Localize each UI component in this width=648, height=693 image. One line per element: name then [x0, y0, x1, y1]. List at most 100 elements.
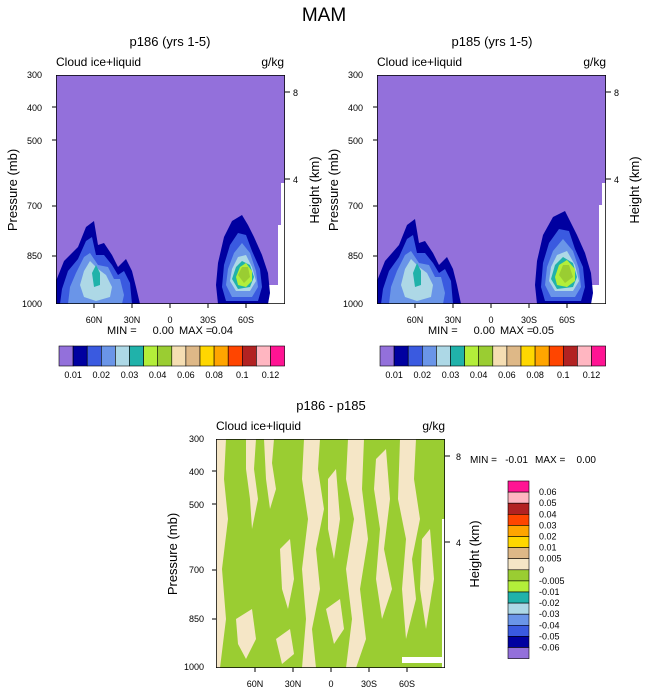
x-tick-label: 60N — [86, 315, 103, 325]
colorbar-label: 0.02 — [539, 532, 557, 542]
variable-label: Cloud ice+liquid — [56, 55, 141, 69]
colorbar-label: 0.05 — [539, 498, 557, 508]
colorbar-label: 0.005 — [539, 554, 562, 564]
colorbar-swatch — [507, 491, 530, 504]
contour-band — [238, 267, 250, 283]
colorbar-swatch — [507, 591, 530, 604]
panel-p186: p186 (yrs 1-5) Cloud ice+liquid g/kg — [5, 34, 322, 380]
colorbar-swatch — [86, 345, 102, 367]
y-tick-marks — [373, 106, 377, 257]
colorbar-swatch — [492, 345, 508, 367]
colorbar-swatch — [507, 613, 530, 626]
y-tick-label: 850 — [27, 251, 42, 261]
y-ticks: 300 400 500 700 850 1000 — [22, 70, 56, 309]
variable-label: Cloud ice+liquid — [216, 419, 301, 433]
colorbar-swatch — [507, 513, 530, 526]
min-label: MIN = — [107, 325, 137, 337]
units-label: g/kg — [583, 55, 606, 69]
contour-region — [246, 439, 258, 529]
colorbar-swatch — [185, 345, 201, 367]
contour-region — [374, 449, 392, 619]
colorbar-swatch — [227, 345, 243, 367]
nh-cloud-contours — [56, 221, 140, 304]
x-tick-label: 0 — [488, 315, 493, 325]
colorbar-swatch — [507, 602, 530, 615]
max-value: 0.00 — [577, 455, 597, 466]
colorbar-label: -0.03 — [539, 609, 560, 619]
sh-cloud-contours — [535, 211, 593, 304]
x-tick-label: 30S — [521, 315, 537, 325]
y-tick-label: 500 — [189, 500, 204, 510]
colorbar-swatch — [72, 345, 88, 367]
colorbar-swatch — [562, 345, 578, 367]
x-ticks: 60N 30N 0 30S 60S — [407, 304, 575, 325]
colorbar-swatch — [58, 345, 74, 367]
x-tick-marks — [254, 668, 408, 672]
x-tick-label: 0 — [328, 679, 333, 689]
x-tick-label: 60S — [238, 315, 254, 325]
x-tick-label: 60N — [407, 315, 424, 325]
colorbar-label: 0.01 — [539, 543, 557, 553]
colorbar-label: 0.06 — [498, 370, 516, 380]
y-ticks: 300 400 500 700 850 1000 — [343, 70, 377, 309]
colorbar-label: 0.06 — [539, 487, 557, 497]
colorbar-swatch — [101, 345, 116, 367]
y-tick-label: 300 — [189, 434, 204, 444]
colorbar-label: 0.04 — [470, 370, 488, 380]
colorbar-swatch — [507, 480, 530, 493]
plot-area — [216, 439, 445, 668]
contour-band — [92, 265, 100, 287]
max-label: MAX = — [500, 325, 533, 337]
max-label: MAX = — [535, 455, 565, 466]
contour-band — [559, 265, 573, 283]
contour-region — [236, 609, 256, 659]
colorbar-swatch — [143, 345, 159, 367]
colorbar-swatch — [242, 345, 257, 367]
y-tick-label: 400 — [189, 467, 204, 477]
colorbar-swatch — [478, 345, 494, 367]
colorbar-label: -0.005 — [539, 576, 565, 586]
y2-axis-label: Height (km) — [467, 520, 482, 587]
colorbar-label: 0.04 — [149, 370, 167, 380]
x-tick-label: 60S — [559, 315, 575, 325]
y-tick-label: 700 — [348, 201, 363, 211]
y-tick-marks — [52, 106, 56, 257]
missing-data-region — [402, 657, 445, 663]
y2-tick-label: 4 — [456, 538, 461, 548]
x-tick-label: 60S — [399, 679, 415, 689]
colorbar-label: -0.01 — [539, 587, 560, 597]
y-tick-label: 500 — [27, 136, 42, 146]
colorbar-label: 0.08 — [205, 370, 223, 380]
panel-title: p186 - p185 — [296, 398, 365, 413]
min-value: 0.00 — [474, 325, 495, 337]
colorbar: 0.01 0.02 0.03 0.04 0.06 0.08 0.1 0.12 — [58, 345, 285, 380]
panel-difference: p186 - p185 Cloud ice+liquid g/kg — [165, 398, 596, 689]
colorbar-label: 0.1 — [557, 370, 570, 380]
colorbar-swatch — [270, 345, 285, 367]
contour-band — [413, 263, 421, 287]
y2-axis-label: Height (km) — [307, 156, 322, 223]
y2-tick-label: 8 — [456, 452, 461, 462]
variable-label: Cloud ice+liquid — [377, 55, 462, 69]
contour-region — [398, 439, 420, 639]
colorbar-swatch — [548, 345, 564, 367]
x-tick-label: 30S — [361, 679, 377, 689]
y-tick-label: 850 — [189, 614, 204, 624]
colorbar-swatch — [407, 345, 423, 367]
panel-title: p186 (yrs 1-5) — [130, 34, 211, 49]
y-tick-label: 500 — [348, 136, 363, 146]
y-tick-label: 1000 — [343, 299, 363, 309]
contour-region — [328, 469, 340, 559]
colorbar-swatch — [507, 536, 530, 548]
colorbar-label: 0.02 — [93, 370, 111, 380]
colorbar-swatch — [577, 345, 592, 367]
sh-cloud-contours — [216, 215, 270, 304]
colorbar-label: -0.02 — [539, 598, 560, 608]
x-tick-marks — [414, 304, 568, 308]
x-tick-label: 30N — [124, 315, 141, 325]
max-value: 0.05 — [533, 325, 554, 337]
min-label: MIN = — [428, 325, 458, 337]
colorbar-swatch — [506, 345, 522, 367]
missing-data-region — [278, 183, 285, 304]
